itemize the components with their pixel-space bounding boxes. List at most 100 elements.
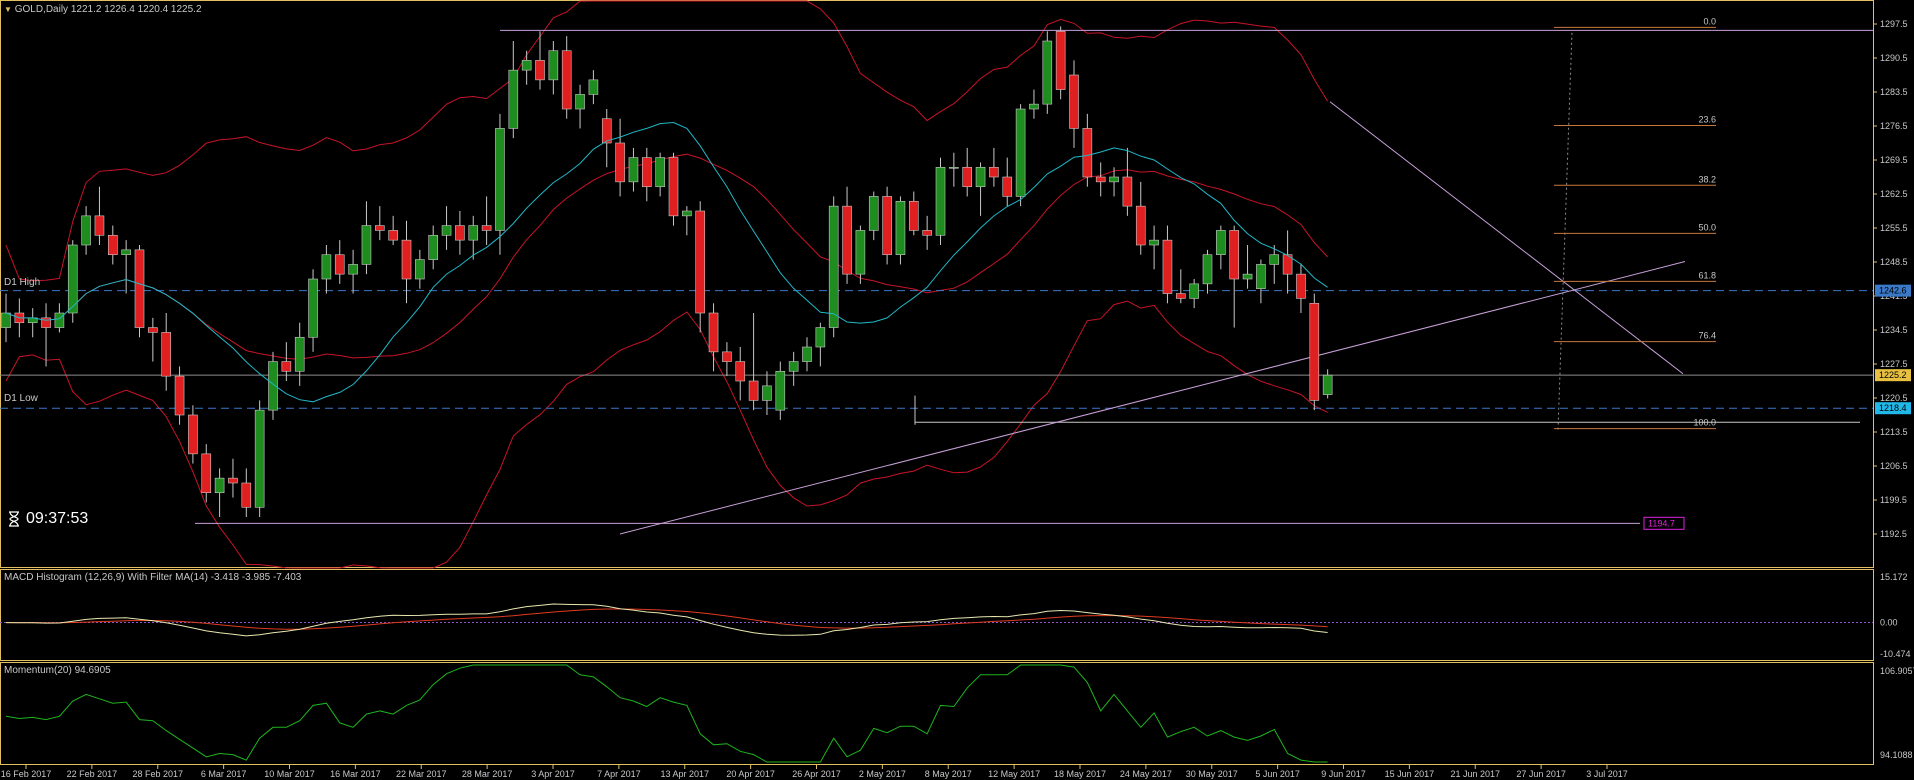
- price-tick-label: 1213.5: [1880, 427, 1908, 437]
- price-tick-label: 1290.5: [1880, 53, 1908, 63]
- price-tick-label: 1199.5: [1880, 495, 1907, 505]
- bull-candle: [81, 215, 91, 246]
- bull-candle: [775, 370, 786, 411]
- time-tick-label: 30 May 2017: [1186, 769, 1238, 779]
- time-tick-label: 24 May 2017: [1120, 769, 1172, 779]
- candles: [1, 26, 1333, 517]
- time-tick-label: 9 Jun 2017: [1321, 769, 1366, 779]
- bull-candle: [628, 157, 639, 183]
- bear-candle: [1296, 273, 1306, 299]
- moving-average-line: [5, 121, 1328, 403]
- bear-candle: [641, 157, 652, 188]
- fib-label: 76.4: [1698, 331, 1716, 341]
- bull-candle: [441, 225, 452, 236]
- price-tick-label: 1297.5: [1880, 19, 1908, 29]
- time-tick-label: 28 Mar 2017: [462, 769, 513, 779]
- bull-candle: [788, 361, 799, 372]
- bear-candle: [1069, 74, 1079, 129]
- bull-candle: [575, 94, 585, 110]
- bear-candle: [388, 230, 398, 241]
- bull-candle: [54, 312, 65, 328]
- bull-candle: [428, 234, 439, 260]
- bear-candle: [401, 239, 412, 280]
- bull-candle: [935, 166, 946, 236]
- time-tick-label: 13 Apr 2017: [660, 769, 709, 779]
- price-tick-label: 1192.5: [1880, 529, 1907, 539]
- falling-trendline: [1329, 101, 1684, 375]
- current-price-text: 1225.2: [1879, 370, 1907, 380]
- bull-candle: [67, 244, 78, 314]
- bear-candle: [1082, 128, 1093, 178]
- bear-candle: [148, 327, 158, 333]
- bull-candle: [975, 166, 986, 188]
- bull-candle: [294, 336, 305, 372]
- bear-candle: [228, 477, 238, 484]
- bull-candle: [495, 128, 505, 231]
- bull-candle: [815, 327, 826, 348]
- bull-candle: [1256, 264, 1266, 290]
- bear-candle: [561, 50, 572, 110]
- server-clock: 09:37:53: [8, 510, 88, 528]
- bull-candle: [1322, 374, 1333, 395]
- bull-candle: [1, 312, 11, 328]
- support-price-box: [1643, 516, 1685, 530]
- bull-candle: [1216, 230, 1226, 256]
- bear-candle: [882, 196, 892, 256]
- time-tick-label: 6 Mar 2017: [201, 769, 247, 779]
- price-tick-label: 1220.5: [1880, 393, 1908, 403]
- time-tick-label: 20 Apr 2017: [726, 769, 775, 779]
- d1-high-label: D1 High: [4, 277, 41, 288]
- bull-candle: [802, 346, 812, 362]
- time-tick-label: 22 Feb 2017: [67, 769, 118, 779]
- d1-low-price-text: 1218.4: [1879, 403, 1907, 413]
- bollinger-lower-line: [5, 300, 1328, 569]
- bull-candle: [1242, 273, 1253, 280]
- bull-candle: [682, 210, 692, 217]
- time-tick-label: 27 Jun 2017: [1516, 769, 1566, 779]
- time-tick-label: 12 May 2017: [988, 769, 1040, 779]
- bull-candle: [1202, 254, 1213, 285]
- bear-candle: [601, 118, 612, 144]
- dropdown-triangle-icon[interactable]: ▼: [4, 5, 12, 14]
- macd-tick-label: 15.172: [1880, 572, 1908, 582]
- time-tick-label: 26 Apr 2017: [792, 769, 841, 779]
- bull-candle: [855, 230, 866, 275]
- bear-candle: [455, 225, 465, 241]
- symbol-label: GOLD,Daily: [14, 4, 69, 15]
- bull-candle: [1109, 176, 1119, 183]
- time-tick-label: 2 May 2017: [859, 769, 906, 779]
- bear-candle: [722, 351, 732, 362]
- bull-candle: [214, 477, 225, 494]
- bull-candle: [1189, 283, 1199, 299]
- time-tick-label: 15 Jun 2017: [1385, 769, 1435, 779]
- macd-tick-label: -10.474: [1880, 649, 1911, 659]
- fib-label: 38.2: [1698, 174, 1716, 184]
- bear-candle: [1135, 205, 1146, 246]
- bear-candle: [1002, 176, 1013, 197]
- bollinger-middle-line: [5, 153, 1328, 360]
- momentum-line: [5, 664, 1328, 763]
- bull-candle: [1015, 108, 1026, 197]
- bear-candle: [241, 482, 252, 508]
- bear-candle: [134, 249, 145, 328]
- bear-candle: [615, 142, 625, 183]
- bollinger-bands: [5, 0, 1329, 569]
- time-tick-label: 21 Jun 2017: [1450, 769, 1500, 779]
- bollinger-upper-line: [5, 0, 1329, 282]
- bear-candle: [188, 414, 198, 455]
- bear-candle: [962, 166, 973, 188]
- bear-candle: [735, 361, 746, 382]
- ohlc-values: 1221.2 1226.4 1220.4 1225.2: [70, 4, 202, 15]
- rising-trendline: [619, 261, 1686, 535]
- bear-candle: [989, 166, 999, 178]
- time-tick-label: 16 Feb 2017: [1, 769, 52, 779]
- bear-candle: [201, 453, 212, 494]
- macd-pane-frame: [0, 569, 1874, 661]
- bear-candle: [41, 317, 51, 328]
- price-tick-label: 1276.5: [1880, 121, 1908, 131]
- bear-candle: [1122, 176, 1133, 207]
- bull-candle: [268, 361, 278, 411]
- time-tick-label: 8 May 2017: [925, 769, 972, 779]
- support-price-text: 1194.7: [1648, 518, 1675, 528]
